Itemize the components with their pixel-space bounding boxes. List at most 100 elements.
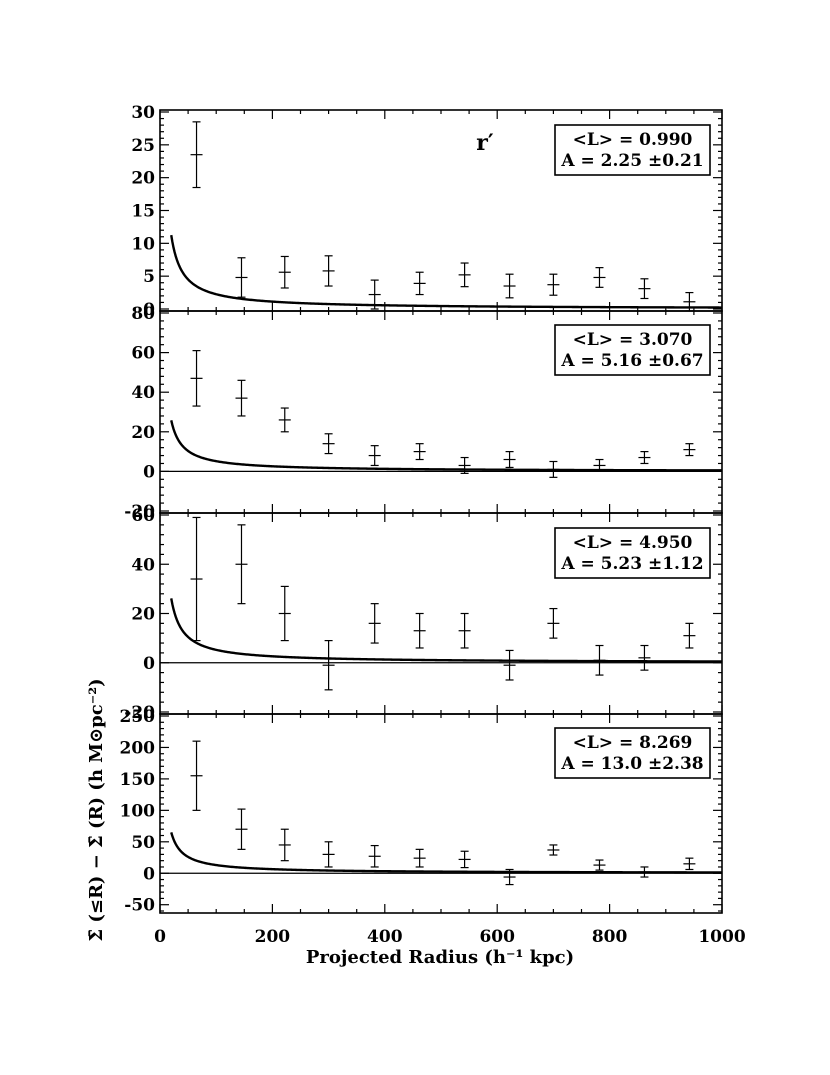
data-point	[322, 841, 335, 868]
y-tick-label: 20	[131, 605, 155, 625]
data-point	[278, 585, 291, 642]
legend-amplitude: A = 5.16 ±0.67	[560, 351, 703, 371]
data-point	[593, 644, 606, 676]
data-point	[547, 460, 560, 478]
data-point	[278, 255, 291, 289]
y-tick-label: -20	[124, 502, 155, 522]
x-axis: 0 200 400 600 800 1000	[154, 927, 746, 947]
data-point	[413, 271, 426, 296]
x-tick-label: 600	[479, 927, 515, 947]
data-point	[322, 255, 335, 287]
y-tick-label: 30	[131, 103, 155, 123]
data-point	[368, 603, 381, 644]
data-point	[235, 524, 248, 605]
legend-amplitude: A = 5.23 ±1.12	[560, 554, 703, 574]
data-point	[235, 808, 248, 850]
data-point	[638, 644, 651, 671]
data-point	[190, 740, 203, 811]
y-tick-label: 20	[131, 423, 155, 443]
data-point	[503, 649, 516, 681]
y-tick-label: 200	[120, 738, 156, 758]
data-point	[593, 458, 606, 472]
data-point	[683, 857, 696, 871]
data-point	[503, 868, 516, 886]
data-point	[547, 844, 560, 856]
data-point	[413, 612, 426, 649]
legend-luminosity: <L> = 4.950	[573, 533, 693, 553]
y-tick-label: 0	[143, 300, 155, 320]
data-point	[368, 445, 381, 467]
data-point	[235, 257, 248, 298]
data-point	[278, 828, 291, 862]
data-point	[190, 516, 203, 642]
y-tick-label: -20	[124, 703, 155, 723]
y-tick-label: 40	[131, 555, 155, 575]
y-tick-label: 0	[143, 864, 155, 884]
data-point	[547, 607, 560, 639]
legend-box	[554, 124, 711, 176]
y-tick-label: 0	[143, 654, 155, 674]
y-tick-label: 60	[131, 506, 155, 526]
data-point	[458, 456, 471, 474]
data-point	[593, 267, 606, 288]
fit-curve	[170, 420, 722, 472]
data-point	[638, 278, 651, 300]
legend-luminosity: <L> = 3.070	[573, 330, 693, 350]
data-point	[322, 639, 335, 691]
y-tick-label: -50	[124, 896, 155, 916]
x-tick-label: 200	[255, 927, 291, 947]
data-point	[368, 844, 381, 868]
y-tick-label: 10	[131, 234, 155, 254]
data-point	[503, 451, 516, 469]
data-point	[593, 859, 606, 871]
data-point	[458, 850, 471, 869]
y-tick-label: 5	[143, 267, 155, 287]
data-point	[683, 443, 696, 457]
band-label: r′	[476, 130, 494, 156]
legend-amplitude: A = 13.0 ±2.38	[560, 754, 703, 774]
y-tick-label: 60	[131, 344, 155, 364]
y-axis-title: Σ̄ (≤R) − Σ̄ (R) (h M⊙pc⁻²)	[86, 678, 107, 941]
fit-curve	[170, 234, 722, 309]
x-tick-label: 0	[154, 927, 166, 947]
y-tick-label: 15	[131, 202, 155, 222]
data-point	[458, 612, 471, 649]
data-point	[547, 273, 560, 296]
legend-amplitude: A = 2.25 ±0.21	[560, 151, 703, 171]
data-point	[368, 279, 381, 310]
y-tick-label: 100	[120, 801, 156, 821]
data-point	[322, 433, 335, 455]
fit-curve	[170, 832, 722, 874]
x-axis-title: Projected Radius (h⁻¹ kpc)	[306, 947, 574, 968]
legend-box	[554, 527, 711, 579]
data-point	[413, 443, 426, 461]
legend-box	[554, 324, 711, 376]
data-point	[458, 262, 471, 288]
data-point	[413, 848, 426, 868]
legend-luminosity: <L> = 0.990	[573, 130, 693, 150]
y-tick-label: 80	[131, 304, 155, 324]
x-tick-label: 800	[592, 927, 628, 947]
fit-curve	[170, 598, 722, 663]
y-tick-label: 40	[131, 383, 155, 403]
data-point	[503, 273, 516, 299]
y-tick-label: 0	[143, 462, 155, 482]
y-tick-label: 50	[131, 833, 155, 853]
data-point	[235, 379, 248, 417]
data-point	[278, 407, 291, 433]
data-point	[190, 350, 203, 407]
legend-box	[554, 727, 711, 779]
data-point	[638, 866, 651, 878]
y-tick-label: 250	[120, 707, 156, 727]
x-tick-label: 1000	[698, 927, 745, 947]
y-tick-label: 20	[131, 169, 155, 189]
x-tick-label: 400	[367, 927, 403, 947]
legend-luminosity: <L> = 8.269	[573, 733, 693, 753]
data-point	[683, 622, 696, 649]
